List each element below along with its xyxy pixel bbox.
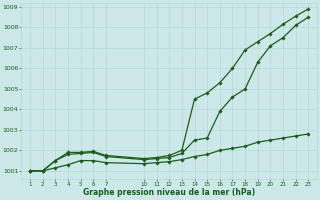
X-axis label: Graphe pression niveau de la mer (hPa): Graphe pression niveau de la mer (hPa) [83,188,255,197]
